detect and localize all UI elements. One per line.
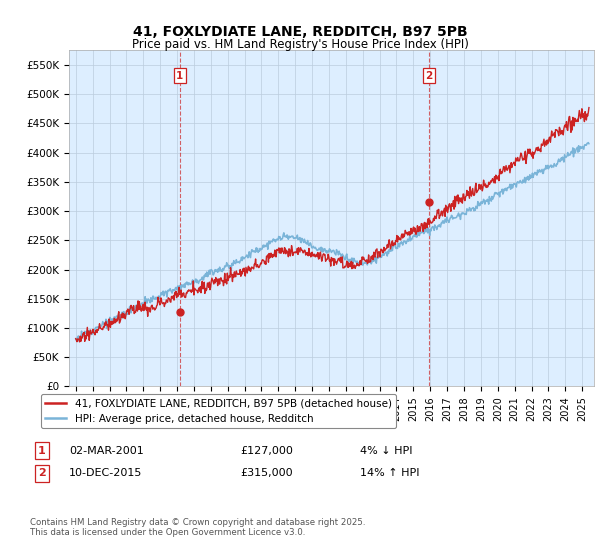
Text: 02-MAR-2001: 02-MAR-2001 (69, 446, 144, 456)
Text: 14% ↑ HPI: 14% ↑ HPI (360, 468, 419, 478)
Text: 4% ↓ HPI: 4% ↓ HPI (360, 446, 413, 456)
Text: £127,000: £127,000 (240, 446, 293, 456)
Text: 2: 2 (425, 71, 433, 81)
Text: 2: 2 (38, 468, 46, 478)
Text: 1: 1 (176, 71, 184, 81)
Text: £315,000: £315,000 (240, 468, 293, 478)
Text: 41, FOXLYDIATE LANE, REDDITCH, B97 5PB: 41, FOXLYDIATE LANE, REDDITCH, B97 5PB (133, 25, 467, 39)
Text: 1: 1 (38, 446, 46, 456)
Text: 10-DEC-2015: 10-DEC-2015 (69, 468, 142, 478)
Legend: 41, FOXLYDIATE LANE, REDDITCH, B97 5PB (detached house), HPI: Average price, det: 41, FOXLYDIATE LANE, REDDITCH, B97 5PB (… (41, 394, 396, 428)
Text: Price paid vs. HM Land Registry's House Price Index (HPI): Price paid vs. HM Land Registry's House … (131, 38, 469, 51)
Text: Contains HM Land Registry data © Crown copyright and database right 2025.
This d: Contains HM Land Registry data © Crown c… (30, 518, 365, 538)
